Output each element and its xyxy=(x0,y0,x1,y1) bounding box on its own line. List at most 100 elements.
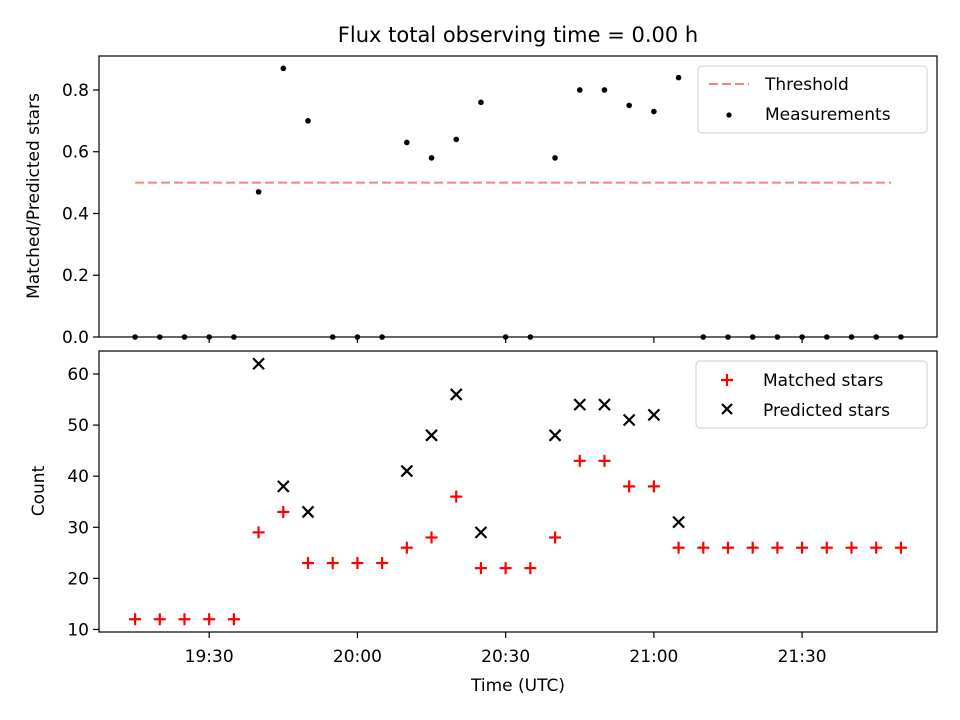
matched-point xyxy=(820,541,833,554)
matched-point xyxy=(351,557,364,570)
predicted-point xyxy=(573,398,587,411)
predicted-point xyxy=(449,388,463,401)
predicted-point xyxy=(400,464,414,478)
top-panel: 0.00.20.40.60.8 Matched/Predicted stars … xyxy=(24,55,938,348)
matched-point xyxy=(302,557,315,570)
y-tick-label: 0.6 xyxy=(62,143,89,163)
matched-point xyxy=(400,541,413,554)
legend-predicted-swatch xyxy=(721,403,733,415)
measurement-point xyxy=(651,108,657,115)
y-tick-label: 30 xyxy=(67,518,89,538)
y-tick-label: 60 xyxy=(67,365,89,385)
matched-point xyxy=(870,541,883,554)
matched-point xyxy=(573,454,586,467)
matched-point xyxy=(647,480,660,493)
matched-point xyxy=(894,541,907,554)
predicted-point-b xyxy=(277,480,290,493)
predicted-point-b xyxy=(252,357,265,371)
measurement-point xyxy=(280,65,287,72)
matched-point xyxy=(376,557,389,570)
matched-point xyxy=(153,613,166,626)
predicted-point xyxy=(672,515,685,529)
measurement-point xyxy=(601,87,608,93)
matched-point xyxy=(129,613,142,626)
x-tick-label: 21:30 xyxy=(778,647,827,667)
predicted-point-b xyxy=(301,505,315,519)
y-tick-label: 20 xyxy=(67,569,89,589)
matched-point xyxy=(746,541,759,554)
predicted-point xyxy=(277,480,290,493)
predicted-point xyxy=(252,357,265,371)
y-tick-label: 10 xyxy=(67,620,89,640)
bottom-plot-frame xyxy=(98,350,938,633)
legend-measurements-swatch xyxy=(726,112,732,118)
measurement-point xyxy=(428,155,435,161)
top-legend-box xyxy=(697,65,928,134)
bottom-y-ticks: 10 20 30 40 50 60 xyxy=(67,365,99,640)
matched-point xyxy=(252,526,265,539)
top-legend: Threshold Measurements xyxy=(697,65,928,134)
predicted-point xyxy=(301,505,315,519)
matched-point xyxy=(623,480,636,493)
legend-predicted-label: Predicted stars xyxy=(763,401,890,421)
matched-point xyxy=(203,613,216,626)
x-tick-label: 20:30 xyxy=(481,647,530,667)
predicted-point xyxy=(598,398,611,411)
predicted-point-b xyxy=(598,398,611,411)
top-marks xyxy=(132,65,904,340)
predicted-point xyxy=(425,429,438,442)
x-tick-label: 19:30 xyxy=(185,647,234,667)
matched-point xyxy=(721,541,734,554)
measurement-point xyxy=(626,102,632,109)
matched-point xyxy=(227,613,240,626)
legend-threshold-label: Threshold xyxy=(764,75,849,95)
bottom-legend: Matched stars Predicted stars xyxy=(695,360,928,429)
y-tick-label: 0.4 xyxy=(62,204,89,224)
matched-point xyxy=(697,541,710,554)
matched-point xyxy=(450,490,463,503)
matched-point xyxy=(796,541,809,554)
y-tick-label: 0.0 xyxy=(62,328,89,348)
legend-measurements-label: Measurements xyxy=(765,105,891,125)
predicted-point-b xyxy=(548,429,562,442)
measurement-point xyxy=(576,87,583,93)
bottom-y-axis-label: Count xyxy=(29,465,49,516)
y-tick-label: 0.8 xyxy=(62,81,89,101)
measurement-point xyxy=(675,74,682,81)
predicted-point xyxy=(548,429,562,442)
measurement-point xyxy=(255,189,262,195)
measurement-point xyxy=(404,139,410,146)
bottom-marks xyxy=(129,357,907,626)
predicted-point xyxy=(647,408,661,422)
predicted-point-b xyxy=(474,526,488,539)
bottom-panel: 10 20 30 40 50 60 19:30 20:00 20:30 21:00 21:30 C… xyxy=(29,350,938,696)
predicted-point-b xyxy=(449,388,463,401)
matched-point xyxy=(845,541,858,554)
y-tick-label: 50 xyxy=(67,416,89,436)
chart-title: Flux total observing time = 0.00 h xyxy=(338,23,698,47)
matched-point xyxy=(178,613,191,626)
legend-matched-swatch xyxy=(721,374,733,386)
predicted-point xyxy=(622,413,636,427)
measurement-point xyxy=(453,136,460,143)
predicted-point-b xyxy=(672,515,685,529)
predicted-point xyxy=(474,526,488,539)
measurement-point xyxy=(478,99,484,106)
predicted-point-b xyxy=(622,413,636,427)
matched-point xyxy=(326,557,339,570)
top-x-ticks xyxy=(208,337,803,343)
measurement-point xyxy=(552,155,558,161)
matched-point xyxy=(672,541,685,554)
predicted-point-b xyxy=(425,429,438,442)
matched-point xyxy=(771,541,784,554)
measurement-point xyxy=(305,118,311,124)
predicted-point-b xyxy=(400,464,414,478)
matched-point xyxy=(474,562,487,575)
matched-point xyxy=(277,505,290,518)
predicted-point-b xyxy=(573,398,587,411)
x-axis-label: Time (UTC) xyxy=(470,676,565,696)
matched-point xyxy=(425,531,438,544)
matched-point xyxy=(549,531,562,544)
y-tick-label: 0.2 xyxy=(62,266,89,286)
